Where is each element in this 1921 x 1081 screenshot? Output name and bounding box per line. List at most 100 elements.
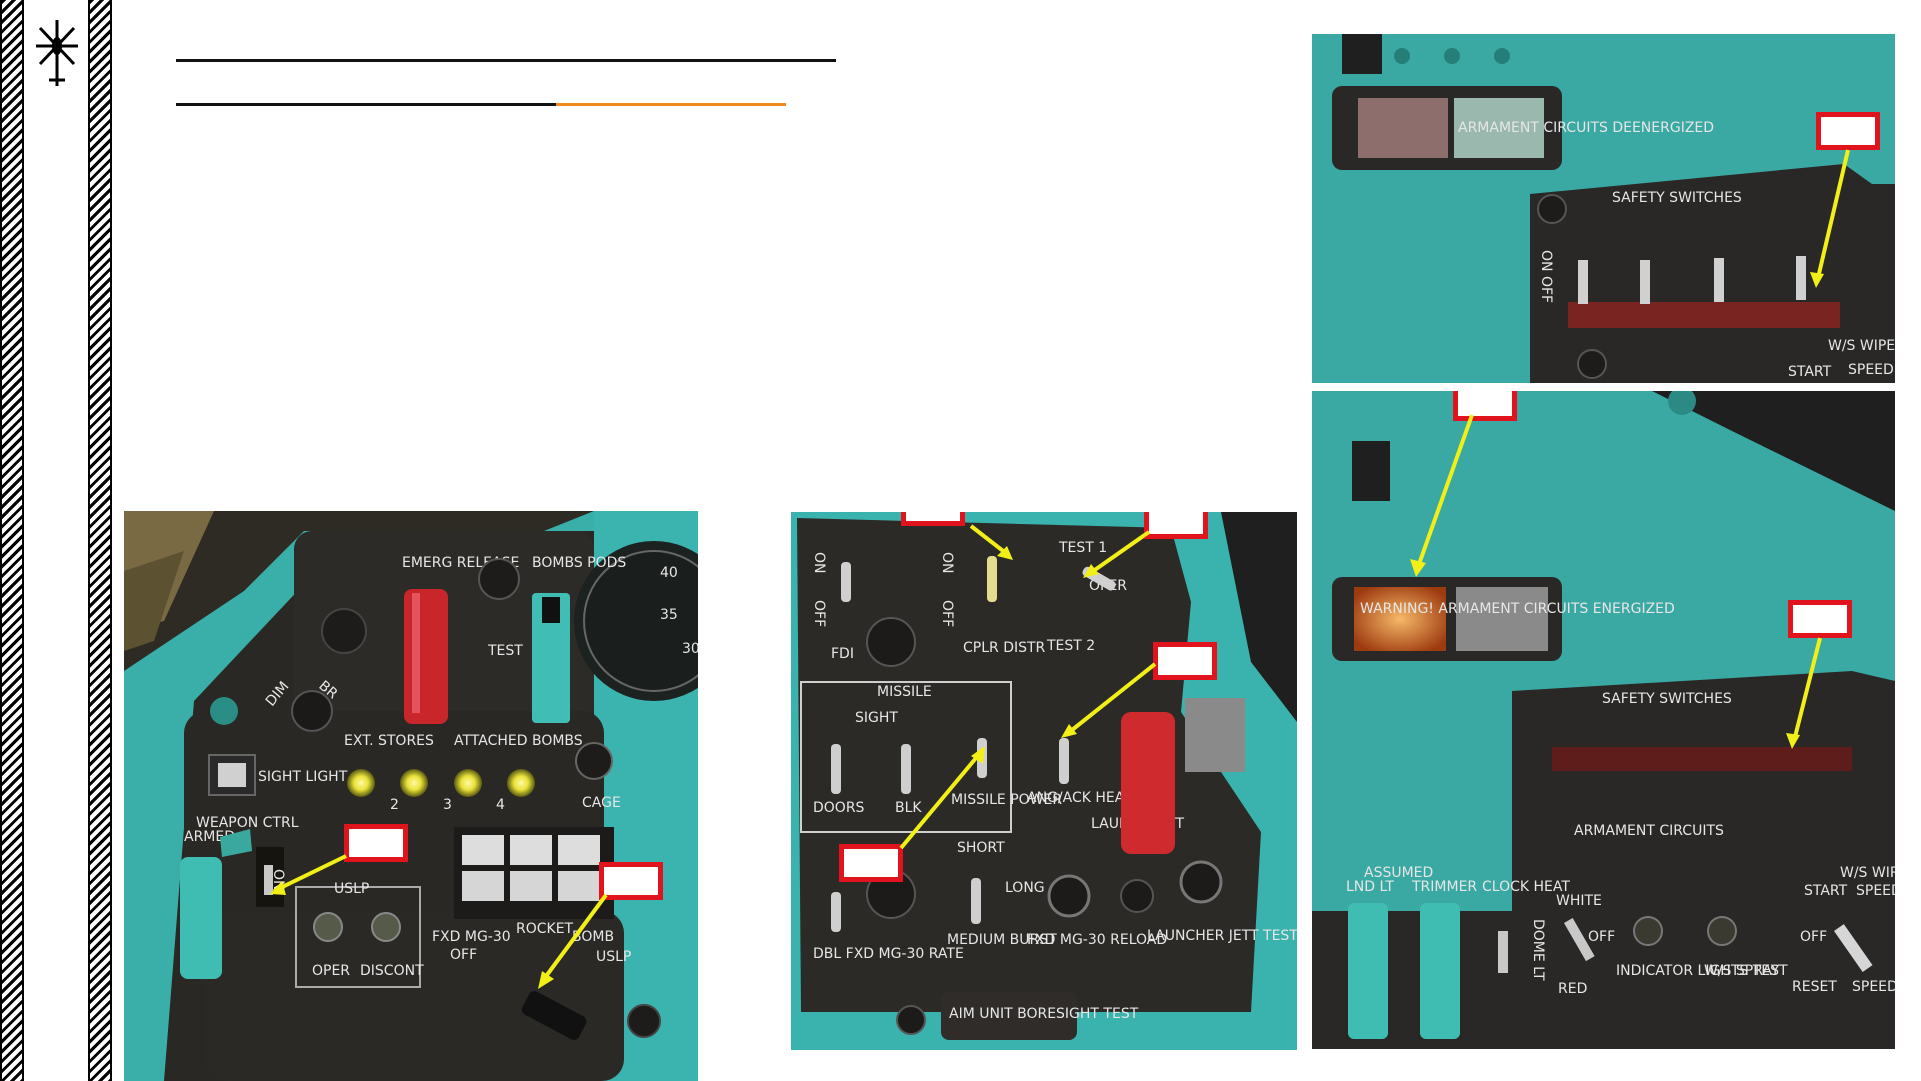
assumed-label: ASSUMED [1364,865,1433,881]
callout-box-6 [839,844,903,882]
trimmer-guard[interactable] [1420,903,1460,1039]
safety-switch-1[interactable] [1578,260,1588,304]
safety-switches-on-photo: WARNING! ARMAMENT CIRCUITS ENERGIZED SAF… [1312,391,1895,1049]
off-label: OFF [811,600,827,627]
weapon-control-label: WEAPON CTRL [196,815,299,831]
callout-box-8 [1453,391,1517,421]
clock-heat-toggle[interactable] [1498,931,1508,973]
lnd-lt-label: LND LT [1346,879,1394,895]
safety-switches-label: SAFETY SWITCHES [1602,691,1732,707]
gauge-label-40: 40 [660,565,678,581]
fdi-label: FDI [831,646,854,662]
indicator-test-label: INDICATOR LIGHTS TEST [1616,963,1788,979]
armament-light-text: ARMAMENT CIRCUITS DEENERGIZED [1458,120,1714,136]
bombs-pods-label: BOMBS PODS [532,555,626,571]
safety-switch-3[interactable] [1714,258,1724,302]
white-label: WHITE [1556,893,1602,909]
ws-wiper-selector[interactable] [1834,924,1873,972]
ws-wiper-label: W/S WIPER [1828,338,1895,354]
medium-burst-label: MEDIUM BURST [947,932,1057,948]
safety-switch-4[interactable] [1796,256,1806,300]
red-label: RED [1558,981,1587,997]
launch-jett-guard[interactable] [1121,712,1175,854]
subtitle-underline [176,103,556,106]
lnd-lt-guard[interactable] [1348,903,1388,1039]
ws-wiper-label: W/S WIPER [1840,865,1895,881]
missile-power-toggle[interactable] [977,738,987,778]
callout-box-3 [901,512,965,526]
weapon-control-guard[interactable] [180,857,222,979]
fdi-toggle[interactable] [841,562,851,602]
left-hatched-rail [0,0,24,1081]
store-num-3: 3 [443,797,452,813]
start-label: START [1804,883,1848,899]
blk-toggle[interactable] [901,744,911,794]
armament-circuits-label: ARMAMENT CIRCUITS [1574,823,1724,839]
missile-label: MISSILE [877,684,932,700]
test-label: TEST [487,643,523,659]
start-label: START [1788,364,1832,380]
aim-unit-button[interactable] [896,1005,926,1035]
warning-light-text: WARNING! ARMAMENT CIRCUITS ENERGIZED [1360,601,1675,617]
sight-brightness-knob[interactable] [291,690,333,732]
store-num-2: 2 [390,797,399,813]
armament-deenergized-light [1454,98,1544,158]
store-light-3 [454,769,482,797]
emerg-release-guard[interactable] [404,589,448,724]
store-num-4: 4 [496,797,505,813]
clock-heat-label: CLOCK HEAT [1482,879,1570,895]
indicator-lights-test-button[interactable] [1633,916,1663,946]
ang-ack-heat-toggle[interactable] [1059,738,1069,784]
burst-toggle[interactable] [971,878,981,924]
launcher-jett-test-label: LAUNCHER JETT TEST [1147,928,1297,944]
ws-spray-button[interactable] [1707,916,1737,946]
short-label: SHORT [957,840,1005,856]
fxd-mg30-reload-label: FXD MG-30 RELOAD [1027,932,1167,948]
weapon-selector-knob[interactable] [520,989,589,1042]
discont-label: DISCONT [360,963,424,979]
callout-box-1 [344,824,408,862]
dome-lt-label: DOME LT [1530,919,1546,981]
subtitle-underline-accent [556,103,786,106]
safety-switches-label: SAFETY SWITCHES [1612,190,1742,206]
helicopter-logo-icon [36,20,78,86]
speed2-label: SPEED 2 [1852,979,1895,995]
safety-switch-2[interactable] [1640,260,1650,304]
cage-label: CAGE [582,795,621,811]
aim-unit-label: AIM UNIT BORESIGHT TEST [949,1006,1139,1022]
sight-label: SIGHT [855,710,898,726]
fxd-mg30-rate-toggle[interactable] [831,892,841,932]
gauge-label-35: 35 [660,607,678,623]
off-label: OFF [450,947,477,963]
fxd-mg30-reload-button[interactable] [1047,874,1091,918]
blk-label: BLK [895,800,922,816]
store-light-2 [400,769,428,797]
cplr-distr-label: CPLR DISTR [963,640,1046,656]
sight-light-label: SIGHT LIGHT [258,769,348,785]
attached-bombs-label: ATTACHED BOMBS [454,733,583,749]
weapons-control-panel-photo: 40 35 30 EMERG RELEASE BOMBS PODS TEST D… [124,511,698,1081]
cplr-distr-toggle[interactable] [987,556,997,602]
bombs-pods-guard[interactable] [532,593,570,723]
callout-box-5 [1153,642,1217,680]
doors-toggle[interactable] [831,744,841,794]
dome-lt-toggle[interactable] [1564,918,1595,962]
uslp-label: USLP [334,881,369,897]
on-label: ON [811,552,827,574]
dbl-fxd-mg30-rate-label: DBL FXD MG-30 RATE [813,946,964,962]
weapon-control-switch[interactable] [264,865,273,895]
oper-label: OPER [312,963,350,979]
safety-switches-guard-bar-raised[interactable] [1552,747,1852,771]
trimmer-label: TRIMMER [1411,879,1477,895]
missile-control-panel-photo: ON ON OFF OFF FDI CPLR DISTR TEST 1 OPER… [791,512,1297,1050]
uslp-oper-light [313,912,343,942]
callout-box-7 [1816,112,1880,150]
test2-label: TEST 2 [1046,638,1095,654]
off2-label: OFF [1800,929,1827,945]
on-off-label: ON OFF [1538,250,1554,303]
ang-ack-heat-label: ANG/ACK HEAT [1027,790,1132,806]
callout-box-4 [1144,512,1208,539]
launcher-jett-test-button[interactable] [1179,860,1223,904]
safety-switches-guard-bar[interactable] [1568,302,1840,328]
store-light-1 [347,769,375,797]
